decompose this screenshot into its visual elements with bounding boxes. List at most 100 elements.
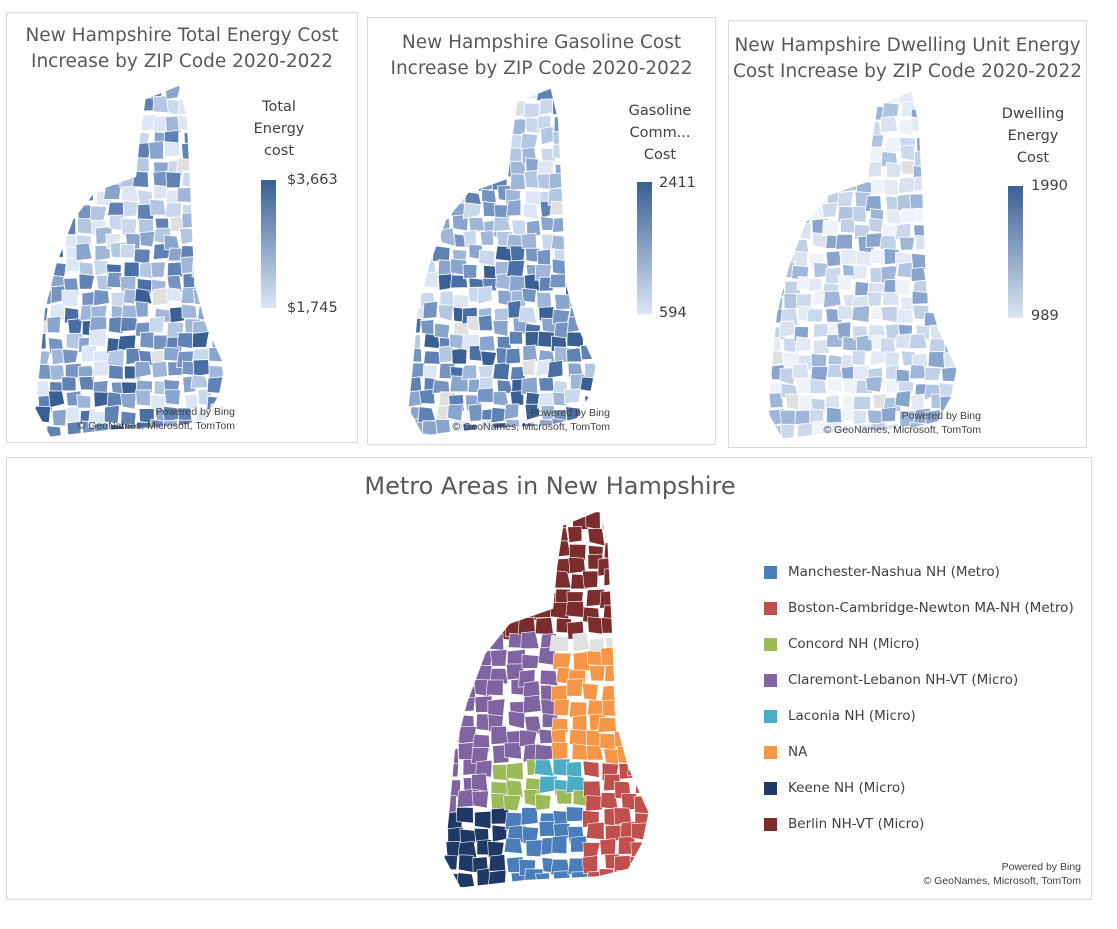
zip-region bbox=[134, 360, 152, 379]
zip-region bbox=[852, 205, 868, 223]
zip-region bbox=[808, 165, 826, 183]
legend-swatch bbox=[764, 674, 777, 687]
zip-region bbox=[164, 115, 182, 133]
zip-code-regions bbox=[444, 510, 649, 888]
zip-region bbox=[588, 665, 606, 682]
zip-region bbox=[35, 257, 50, 274]
zip-region bbox=[822, 144, 840, 164]
zip-region bbox=[444, 510, 460, 529]
zip-region bbox=[408, 276, 420, 291]
zip-region bbox=[509, 330, 524, 345]
zip-region bbox=[494, 544, 512, 562]
legend-label: Manchester-Nashua NH (Metro) bbox=[788, 564, 1000, 580]
zip-region bbox=[568, 219, 585, 235]
zip-region bbox=[630, 680, 647, 701]
zip-region bbox=[793, 250, 808, 268]
zip-region bbox=[631, 869, 648, 886]
zip-region bbox=[211, 200, 225, 218]
zip-region bbox=[549, 200, 568, 216]
metro-areas-map[interactable] bbox=[444, 510, 649, 888]
zip-region bbox=[192, 288, 209, 306]
zip-region bbox=[927, 350, 946, 369]
legend-swatch bbox=[764, 746, 777, 759]
zip-region bbox=[420, 319, 435, 336]
zip-region bbox=[518, 584, 539, 602]
zip-region bbox=[197, 305, 215, 322]
zip-region bbox=[896, 308, 915, 324]
dwelling-choropleth-map[interactable] bbox=[767, 91, 957, 439]
zip-region bbox=[536, 291, 553, 309]
zip-region bbox=[179, 227, 196, 246]
zip-region bbox=[870, 178, 885, 196]
zip-region bbox=[123, 112, 141, 127]
zip-region bbox=[566, 347, 583, 363]
zip-region bbox=[633, 667, 649, 685]
zip-region bbox=[91, 359, 110, 377]
zip-region bbox=[456, 572, 474, 593]
zip-region bbox=[549, 634, 569, 652]
zip-region bbox=[813, 144, 828, 160]
state-outline bbox=[444, 510, 649, 888]
map-credit: Powered by Bing © GeoNames, Microsoft, T… bbox=[924, 860, 1082, 888]
zip-region bbox=[507, 583, 526, 601]
legend-title-line-2: Energy bbox=[1007, 128, 1059, 144]
credit-line-2: © GeoNames, Microsoft, TomTom bbox=[923, 875, 1082, 887]
zip-region bbox=[781, 116, 799, 135]
zip-region bbox=[572, 632, 590, 652]
zip-region bbox=[479, 230, 495, 246]
zip-region bbox=[67, 111, 83, 128]
zip-region bbox=[194, 87, 212, 104]
zip-region bbox=[570, 871, 589, 888]
zip-region bbox=[152, 170, 170, 190]
zip-region bbox=[821, 201, 839, 218]
zip-region bbox=[151, 360, 169, 379]
zip-region bbox=[511, 219, 527, 237]
zip-region bbox=[197, 204, 212, 222]
zip-region bbox=[444, 651, 457, 670]
zip-region bbox=[472, 630, 491, 650]
zip-region bbox=[601, 684, 622, 703]
zip-region bbox=[176, 157, 195, 172]
zip-region bbox=[553, 115, 570, 133]
legend-title-line-1: Dwelling bbox=[1001, 106, 1065, 122]
zip-region bbox=[503, 742, 522, 760]
zip-region bbox=[434, 188, 452, 205]
zip-region bbox=[568, 258, 585, 276]
zip-region bbox=[617, 569, 636, 587]
zip-region bbox=[490, 606, 509, 626]
zip-region bbox=[502, 554, 521, 573]
zip-region bbox=[183, 393, 199, 410]
zip-region bbox=[420, 233, 439, 248]
map-credit: Powered by Bing © GeoNames, Microsoft, T… bbox=[824, 409, 982, 437]
total-energy-cost-map-panel: New Hampshire Total Energy Cost Increase… bbox=[6, 12, 358, 443]
zip-region bbox=[446, 603, 465, 622]
legend-label: Claremont-Lebanon NH-VT (Micro) bbox=[788, 672, 1019, 688]
zip-region bbox=[795, 91, 813, 110]
zip-region bbox=[613, 633, 631, 653]
zip-region bbox=[151, 287, 170, 307]
zip-region bbox=[119, 243, 136, 259]
zip-region bbox=[825, 406, 844, 424]
zip-region bbox=[767, 261, 786, 281]
zip-region bbox=[927, 164, 946, 183]
legend-title-line-3: Cost bbox=[1016, 150, 1050, 166]
zip-region bbox=[866, 91, 884, 104]
zip-region bbox=[60, 127, 78, 143]
zip-region bbox=[926, 215, 943, 235]
credit-line-2: © GeoNames, Microsoft, TomTom bbox=[77, 420, 236, 432]
zip-region bbox=[92, 100, 110, 117]
zip-region bbox=[791, 189, 809, 207]
zip-region bbox=[166, 261, 185, 279]
zip-region bbox=[210, 229, 225, 246]
total-energy-choropleth-map[interactable] bbox=[35, 85, 225, 437]
zip-region bbox=[600, 617, 618, 634]
gasoline-choropleth-map[interactable] bbox=[408, 88, 596, 436]
zip-region bbox=[613, 855, 633, 873]
zip-region bbox=[423, 350, 442, 365]
zip-region bbox=[633, 795, 649, 815]
zip-region bbox=[549, 510, 567, 529]
zip-region bbox=[192, 359, 211, 378]
zip-region bbox=[782, 204, 802, 220]
zip-region bbox=[134, 300, 149, 318]
zip-region bbox=[197, 158, 213, 178]
